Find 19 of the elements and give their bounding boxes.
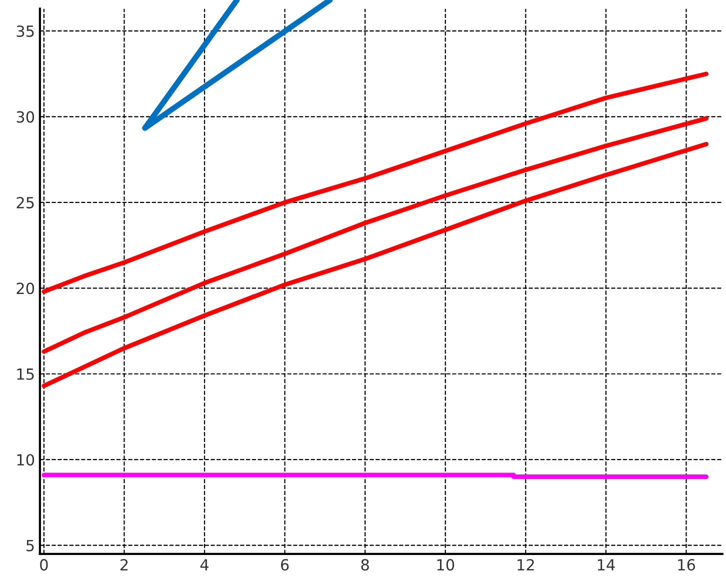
line-series — [42, 142, 709, 388]
y-tick-label: 20 — [16, 282, 34, 294]
y-tick-label: 25 — [16, 196, 34, 208]
x-tick-label: 4 — [200, 559, 209, 570]
y-tick-label: 30 — [16, 111, 34, 123]
x-tick-label: 2 — [120, 559, 128, 570]
y-tick-label: 35 — [16, 25, 34, 38]
x-tick-label: 14 — [598, 559, 615, 570]
x-tick-label: 10 — [437, 559, 454, 571]
x-tick-label: 16 — [678, 559, 695, 571]
y-tick-label: 5 — [26, 540, 34, 552]
x-tick-label: 12 — [518, 559, 534, 570]
x-tick-label: 0 — [40, 559, 48, 571]
y-tick-label: 10 — [17, 454, 34, 466]
line-series — [42, 116, 709, 354]
y-tick-label: 15 — [17, 368, 34, 380]
x-tick-label: 8 — [361, 559, 369, 571]
x-tick-label: 6 — [281, 559, 289, 571]
line-series — [42, 72, 709, 294]
